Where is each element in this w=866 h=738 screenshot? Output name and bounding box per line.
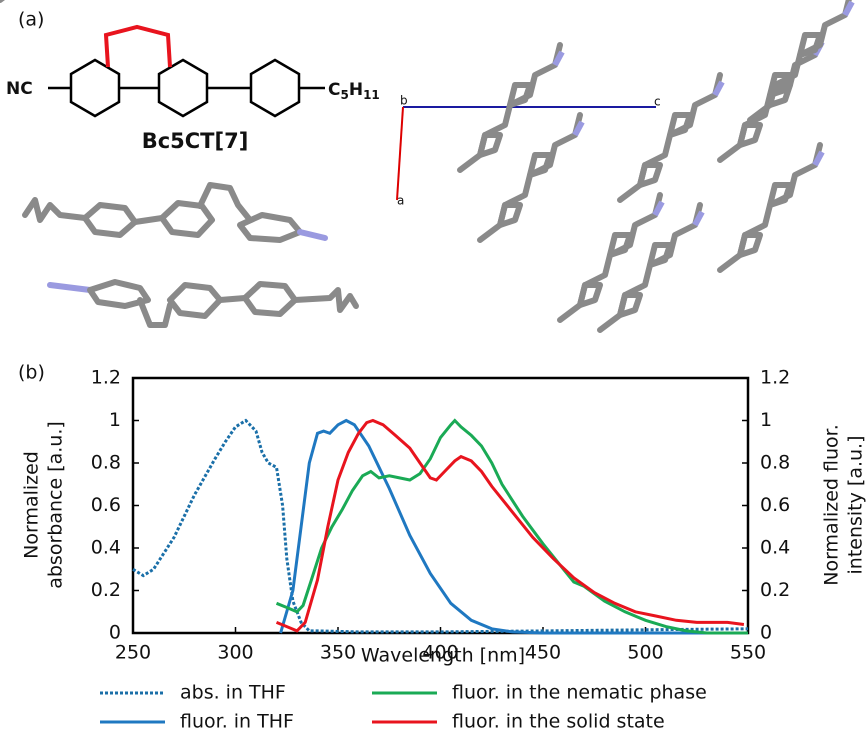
series-line (275, 418, 748, 635)
y2-tick-label: 0.4 (760, 537, 790, 559)
group-part: C (328, 80, 340, 100)
plot-frame (131, 376, 750, 635)
x-tick-label: 550 (730, 642, 766, 664)
crystal-packing (0, 0, 852, 330)
group-label: C5H11 (328, 80, 380, 102)
y2-tick-label: 1.2 (760, 367, 790, 389)
y-axis-label: absorbance [a.u.] (45, 421, 67, 589)
group-part: H (349, 80, 363, 100)
y2-axis-label: intensity [a.u.] (845, 435, 866, 574)
panel-label: (b) (18, 362, 45, 384)
series-line (279, 418, 748, 635)
y-tick-label: 0.8 (91, 452, 121, 474)
y2-tick-label: 0.2 (760, 579, 790, 601)
compound-name: Bc5CT[7] (142, 129, 249, 153)
structure (48, 24, 325, 118)
y2-tick-label: 1 (760, 409, 772, 431)
panel-label: (a) (18, 9, 44, 31)
y-tick-label: 0 (109, 622, 121, 644)
x-tick-label: 400 (422, 642, 458, 664)
y2-tick-label: 0.8 (760, 452, 790, 474)
cell-axis-label: b (400, 94, 408, 108)
x-tick-label: 300 (217, 642, 253, 664)
legend-label: fluor. in the nematic phase (452, 682, 707, 704)
y-tick-label: 0.4 (91, 537, 121, 559)
legend-label: abs. in THF (180, 682, 286, 704)
y2-axis-label: Normalized fluor. (821, 424, 843, 586)
x-tick-label: 250 (115, 642, 151, 664)
y-axis-label: Normalized (21, 451, 43, 559)
y-tick-label: 1 (109, 409, 121, 431)
y-tick-label: 0.6 (91, 494, 121, 516)
x-tick-label: 450 (525, 642, 561, 664)
x-tick-label: 350 (320, 642, 356, 664)
x-axis-label: Wavelength [nm] (361, 645, 525, 667)
series-line (132, 418, 749, 634)
legend-label: fluor. in the solid state (452, 711, 665, 733)
group-part: 5 (340, 88, 348, 102)
cell-axis-label: c (654, 95, 661, 109)
group-label: NC (6, 79, 33, 99)
stick-model (22, 182, 359, 328)
series-line (275, 418, 745, 633)
cell-axis-label: a (397, 194, 404, 208)
x-tick-label: 500 (627, 642, 663, 664)
y2-tick-label: 0 (760, 622, 772, 644)
y-tick-label: 0.2 (91, 579, 121, 601)
legend-label: fluor. in THF (180, 711, 294, 733)
group-part: 11 (363, 88, 380, 102)
y-tick-label: 1.2 (91, 367, 121, 389)
y2-tick-label: 0.6 (760, 494, 790, 516)
